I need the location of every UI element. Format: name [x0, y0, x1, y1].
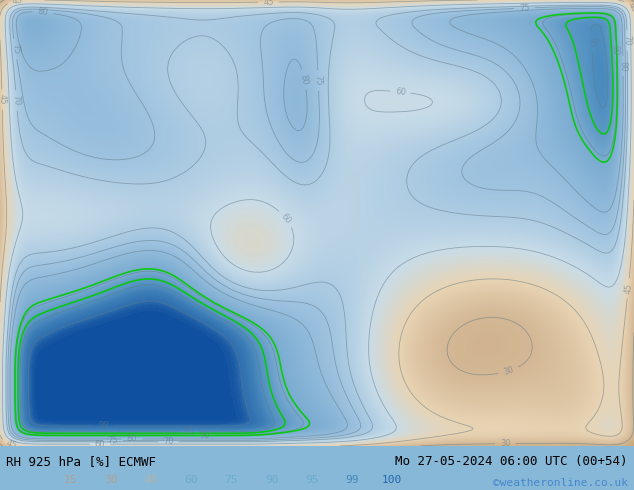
- Text: 45: 45: [145, 475, 158, 485]
- Text: 45: 45: [623, 283, 633, 294]
- Text: 60: 60: [95, 440, 105, 449]
- Text: 60: 60: [184, 475, 198, 485]
- Text: 60: 60: [395, 87, 406, 97]
- Text: 45: 45: [626, 1, 634, 15]
- Text: 45: 45: [11, 0, 23, 6]
- Text: 45: 45: [263, 0, 274, 7]
- Text: 99: 99: [345, 475, 359, 485]
- Text: 80: 80: [299, 73, 310, 85]
- Text: Mo 27-05-2024 06:00 UTC (00+54): Mo 27-05-2024 06:00 UTC (00+54): [395, 455, 628, 468]
- Text: 75: 75: [10, 43, 20, 55]
- Text: 75: 75: [313, 75, 323, 86]
- Text: 30: 30: [500, 439, 510, 448]
- Text: 45: 45: [4, 439, 18, 451]
- Text: 30: 30: [104, 475, 118, 485]
- Text: 95: 95: [184, 427, 195, 436]
- Text: 70: 70: [623, 35, 631, 46]
- Text: ©weatheronline.co.uk: ©weatheronline.co.uk: [493, 478, 628, 488]
- Text: 75: 75: [108, 436, 118, 445]
- Text: 95: 95: [305, 475, 318, 485]
- Text: 60: 60: [279, 212, 293, 226]
- Text: RH 925 hPa [%] ECMWF: RH 925 hPa [%] ECMWF: [6, 455, 157, 468]
- Text: 90: 90: [265, 475, 278, 485]
- Text: 80: 80: [618, 61, 628, 72]
- Text: 100: 100: [382, 475, 402, 485]
- Text: 70: 70: [11, 95, 22, 106]
- Text: 15: 15: [64, 475, 77, 485]
- Text: 95: 95: [588, 37, 597, 48]
- Text: 99: 99: [98, 421, 108, 431]
- Text: 80: 80: [127, 435, 137, 443]
- Text: 90: 90: [611, 45, 620, 56]
- Text: 70: 70: [163, 437, 174, 446]
- Text: 90: 90: [200, 431, 210, 440]
- Text: 75: 75: [224, 475, 238, 485]
- Text: 80: 80: [37, 7, 49, 18]
- Text: 45: 45: [0, 94, 7, 105]
- Text: 75: 75: [519, 3, 530, 13]
- Text: 30: 30: [502, 365, 515, 377]
